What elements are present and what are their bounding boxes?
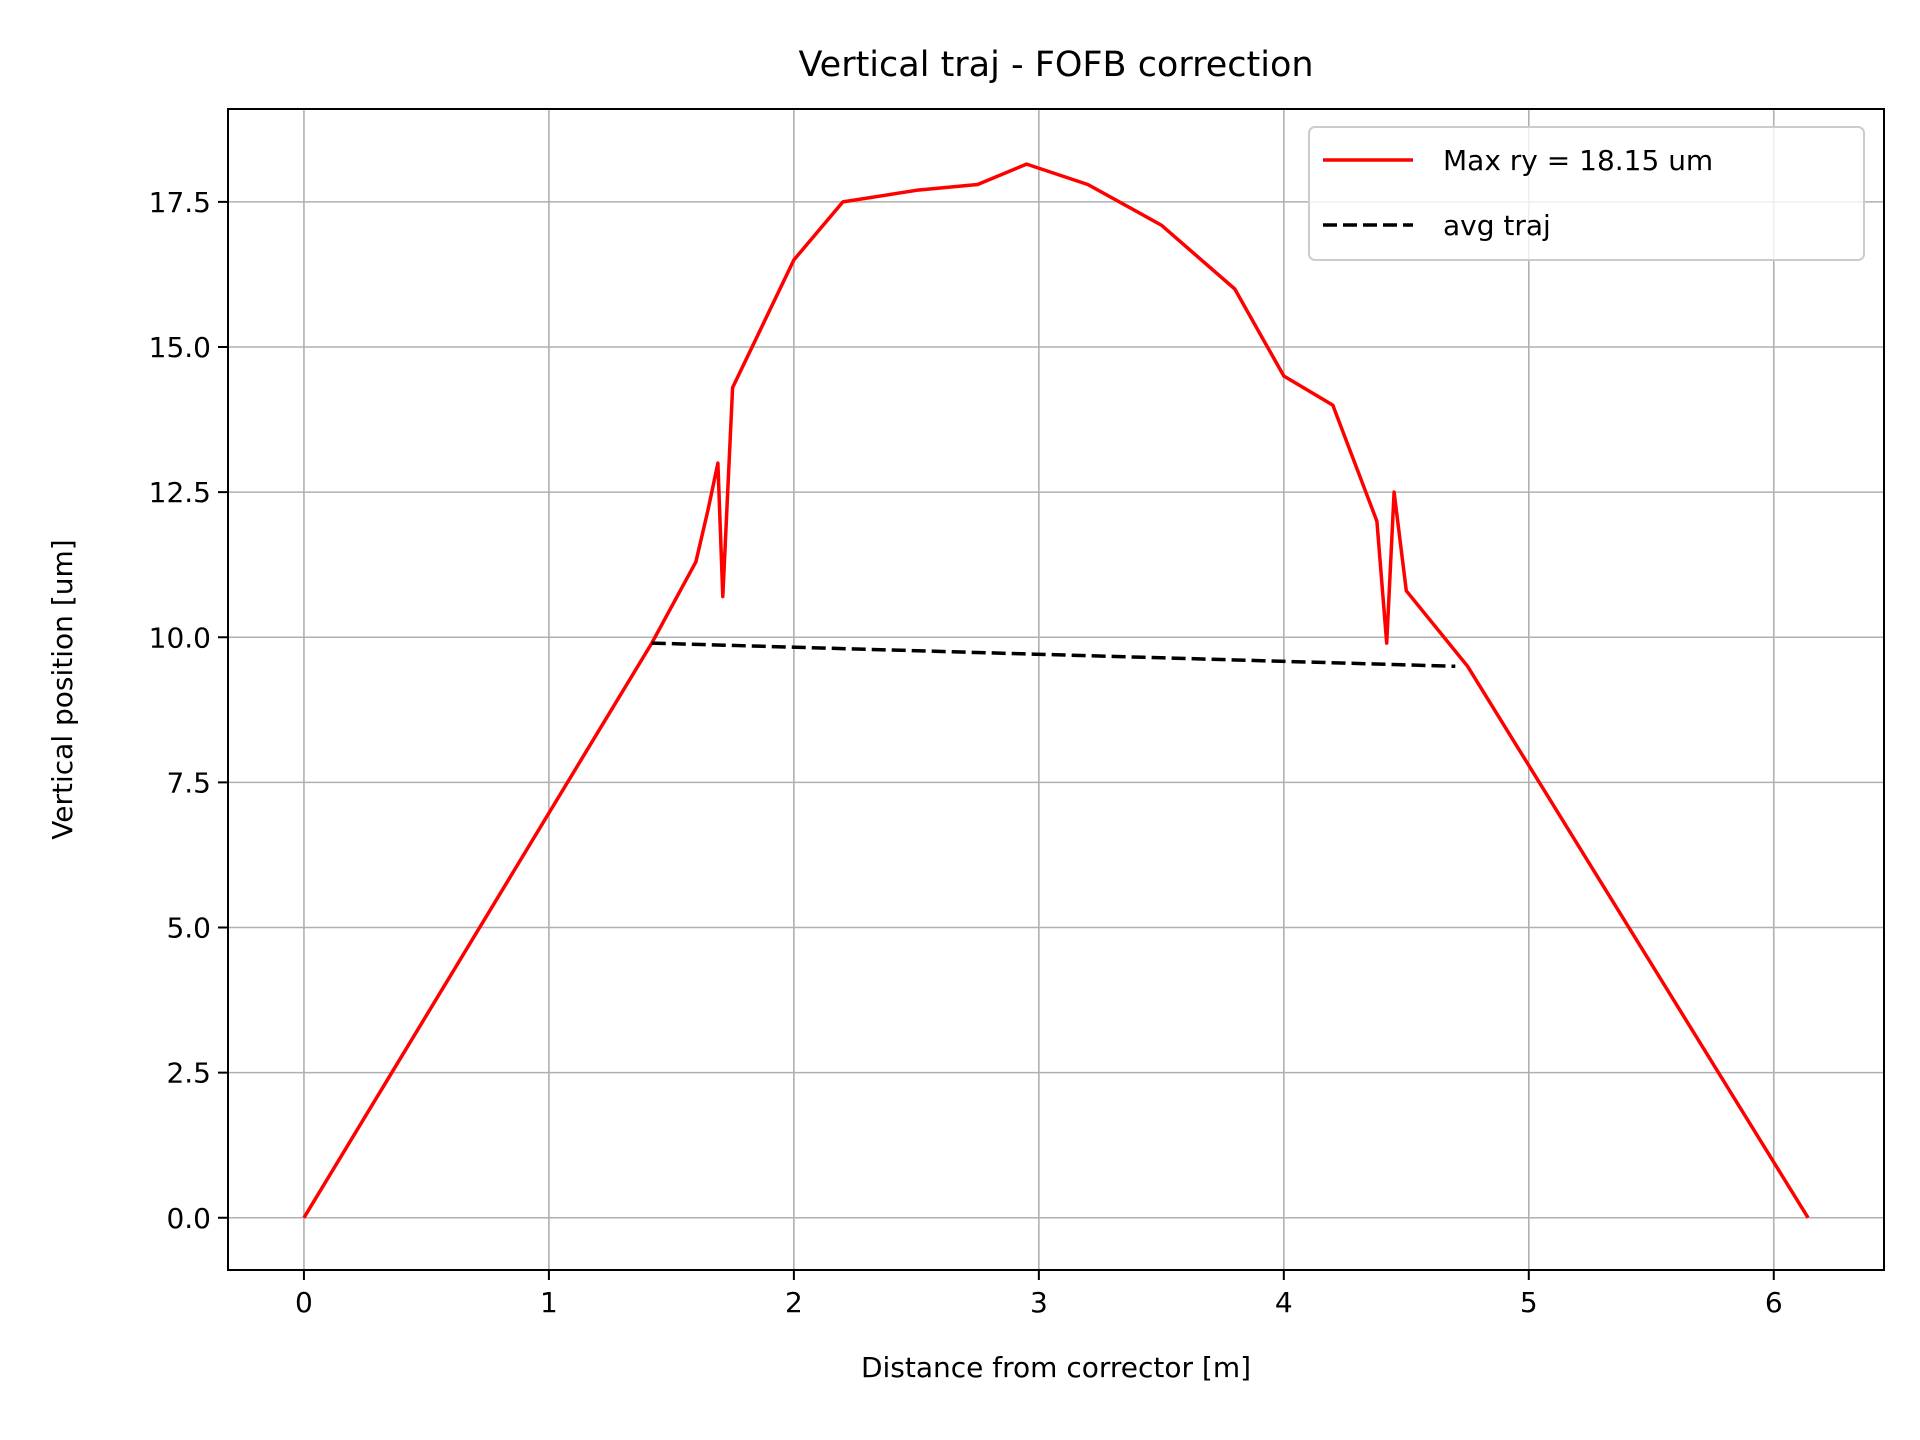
x-tick-label: 4 <box>1275 1286 1293 1319</box>
x-tick-label: 6 <box>1765 1286 1783 1319</box>
y-tick-label: 17.5 <box>149 186 211 219</box>
x-axis-label: Distance from corrector [m] <box>861 1351 1251 1384</box>
tick-layer: 0 1 2 3 4 5 6 0.0 2.5 5.0 7.5 10.0 12.5 15.0 17.5 <box>149 186 1783 1319</box>
grid-layer <box>228 109 1884 1270</box>
y-tick-label: 7.5 <box>166 766 211 799</box>
x-tick-label: 2 <box>785 1286 803 1319</box>
legend-label-avg-traj: avg traj <box>1443 209 1551 242</box>
y-tick-label: 10.0 <box>149 621 211 654</box>
legend: Max ry = 18.15 um avg traj <box>1308 126 1865 261</box>
legend-label-max-ry: Max ry = 18.15 um <box>1443 144 1713 177</box>
series-line-max-ry <box>302 162 1810 1219</box>
x-tick-label: 3 <box>1030 1286 1048 1319</box>
x-tick-label: 1 <box>540 1286 558 1319</box>
y-axis-label: Vertical position [um] <box>46 539 79 839</box>
plot-frame <box>227 108 1885 1271</box>
series-line-avg-traj <box>651 641 1456 669</box>
data-layer <box>302 162 1810 1219</box>
chart-title: Vertical traj - FOFB correction <box>798 45 1313 85</box>
y-tick-label: 5.0 <box>166 912 211 945</box>
y-tick-label: 2.5 <box>166 1057 211 1090</box>
y-tick-label: 0.0 <box>166 1202 211 1235</box>
y-tick-label: 12.5 <box>149 476 211 509</box>
x-tick-label: 5 <box>1520 1286 1538 1319</box>
y-tick-label: 15.0 <box>149 331 211 364</box>
legend-box <box>1308 126 1865 261</box>
x-tick-label: 0 <box>295 1286 313 1319</box>
